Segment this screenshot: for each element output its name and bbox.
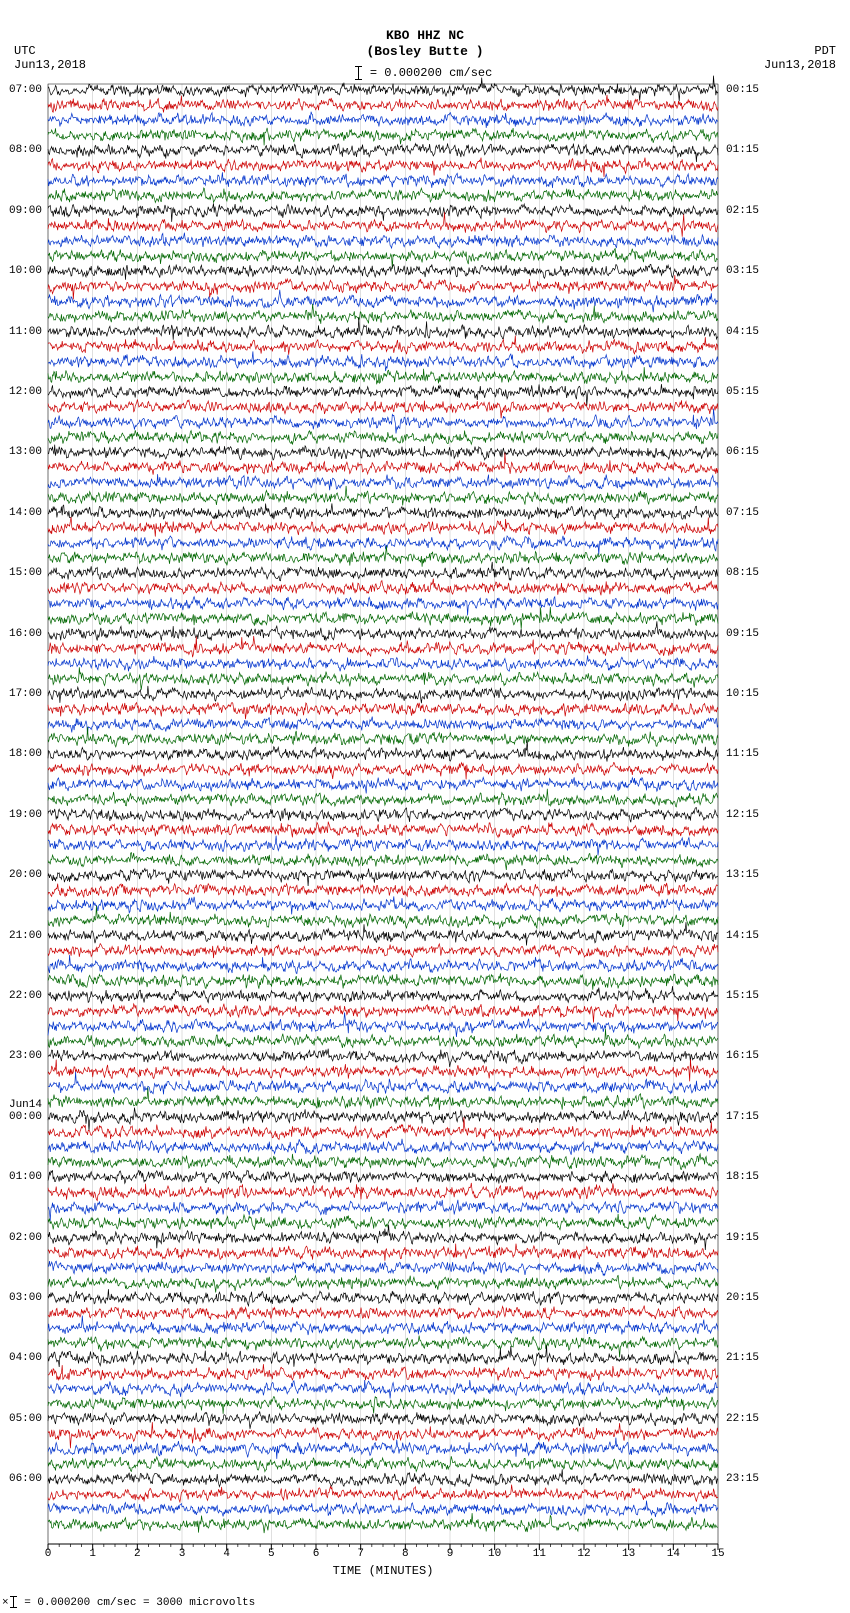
utc-hour: 17:00: [9, 688, 42, 700]
station-site: (Bosley Butte ): [0, 44, 850, 60]
utc-hour: 20:00: [9, 869, 42, 881]
utc-hour: 16:00: [9, 628, 42, 640]
utc-hour: 03:00: [9, 1292, 42, 1304]
pdt-hour: 01:15: [726, 144, 759, 156]
pdt-hour: 20:15: [726, 1292, 759, 1304]
pdt-hour: 17:15: [726, 1111, 759, 1123]
utc-hour: 06:00: [9, 1473, 42, 1485]
utc-hour: 21:00: [9, 930, 42, 942]
x-tick: 11: [533, 1548, 546, 1560]
x-tick: 7: [357, 1548, 364, 1560]
pdt-hour: 13:15: [726, 869, 759, 881]
trace-canvas: [48, 84, 718, 1544]
utc-hour: 14:00: [9, 507, 42, 519]
pdt-hour: 04:15: [726, 326, 759, 338]
pdt-hour: 06:15: [726, 446, 759, 458]
utc-hour: 15:00: [9, 567, 42, 579]
pdt-hour: 10:15: [726, 688, 759, 700]
utc-hour: 05:00: [9, 1413, 42, 1425]
pdt-hour: 07:15: [726, 507, 759, 519]
pdt-hour: 05:15: [726, 386, 759, 398]
utc-hour-labels: 07:00 08:00 09:00 10:00 11:00 12:00 13:00 14:00…: [0, 84, 46, 1544]
pdt-hour: 19:15: [726, 1232, 759, 1244]
scale-indicator: = 0.000200 cm/sec: [0, 66, 850, 80]
footer-scale: × = 0.000200 cm/sec = 3000 microvolts: [2, 1596, 255, 1609]
utc-hour: 00:00: [9, 1111, 42, 1123]
x-tick: 12: [577, 1548, 590, 1560]
scale-bar-icon: [13, 1596, 14, 1608]
x-tick: 3: [179, 1548, 186, 1560]
x-tick: 10: [488, 1548, 501, 1560]
utc-hour: 02:00: [9, 1232, 42, 1244]
x-tick: 14: [667, 1548, 680, 1560]
utc-hour: 10:00: [9, 265, 42, 277]
pdt-hour: 08:15: [726, 567, 759, 579]
x-tick: 2: [134, 1548, 141, 1560]
utc-hour: 01:00: [9, 1171, 42, 1183]
scale-bar-icon: [358, 66, 359, 80]
utc-hour: 19:00: [9, 809, 42, 821]
utc-hour: 12:00: [9, 386, 42, 398]
pdt-hour: 14:15: [726, 930, 759, 942]
pdt-hour: 00:15: [726, 84, 759, 96]
x-tick: 5: [268, 1548, 275, 1560]
x-tick: 15: [711, 1548, 724, 1560]
x-tick: 1: [89, 1548, 96, 1560]
utc-hour: 11:00: [9, 326, 42, 338]
pdt-hour: 15:15: [726, 990, 759, 1002]
x-tick: 0: [45, 1548, 52, 1560]
pdt-hour: 16:15: [726, 1050, 759, 1062]
utc-hour: 23:00: [9, 1050, 42, 1062]
utc-hour: 04:00: [9, 1352, 42, 1364]
x-tick: 9: [447, 1548, 454, 1560]
scale-text: = 0.000200 cm/sec: [363, 66, 493, 80]
x-tick: 8: [402, 1548, 409, 1560]
utc-hour: 07:00: [9, 84, 42, 96]
footer-lead: ×: [2, 1597, 9, 1609]
utc-hour: 08:00: [9, 144, 42, 156]
pdt-hour: 03:15: [726, 265, 759, 277]
station-id: KBO HHZ NC: [0, 28, 850, 44]
x-tick: 4: [223, 1548, 230, 1560]
pdt-hour: 18:15: [726, 1171, 759, 1183]
pdt-hour: 11:15: [726, 748, 759, 760]
x-axis-label: TIME (MINUTES): [48, 1564, 718, 1578]
pdt-hour: 23:15: [726, 1473, 759, 1485]
pdt-hour: 02:15: [726, 205, 759, 217]
footer-before: = 0.000200 cm/sec =: [18, 1597, 150, 1609]
pdt-hour-labels: 00:15 01:15 02:15 03:15 04:15 05:15 06:15 07:15…: [722, 84, 842, 1544]
x-tick: 6: [313, 1548, 320, 1560]
header-block: KBO HHZ NC (Bosley Butte ): [0, 28, 850, 59]
x-tick: 13: [622, 1548, 635, 1560]
seismogram-page: UTC Jun13,2018 PDT Jun13,2018 KBO HHZ NC…: [0, 0, 850, 1613]
footer-after: 3000 microvolts: [150, 1597, 256, 1609]
pdt-hour: 09:15: [726, 628, 759, 640]
pdt-hour: 12:15: [726, 809, 759, 821]
pdt-hour: 21:15: [726, 1352, 759, 1364]
utc-hour: 09:00: [9, 205, 42, 217]
utc-hour: 18:00: [9, 748, 42, 760]
date-change-label: Jun14: [9, 1099, 42, 1111]
helicorder-plot: [48, 84, 718, 1544]
utc-hour: 22:00: [9, 990, 42, 1002]
utc-hour: 13:00: [9, 446, 42, 458]
pdt-hour: 22:15: [726, 1413, 759, 1425]
